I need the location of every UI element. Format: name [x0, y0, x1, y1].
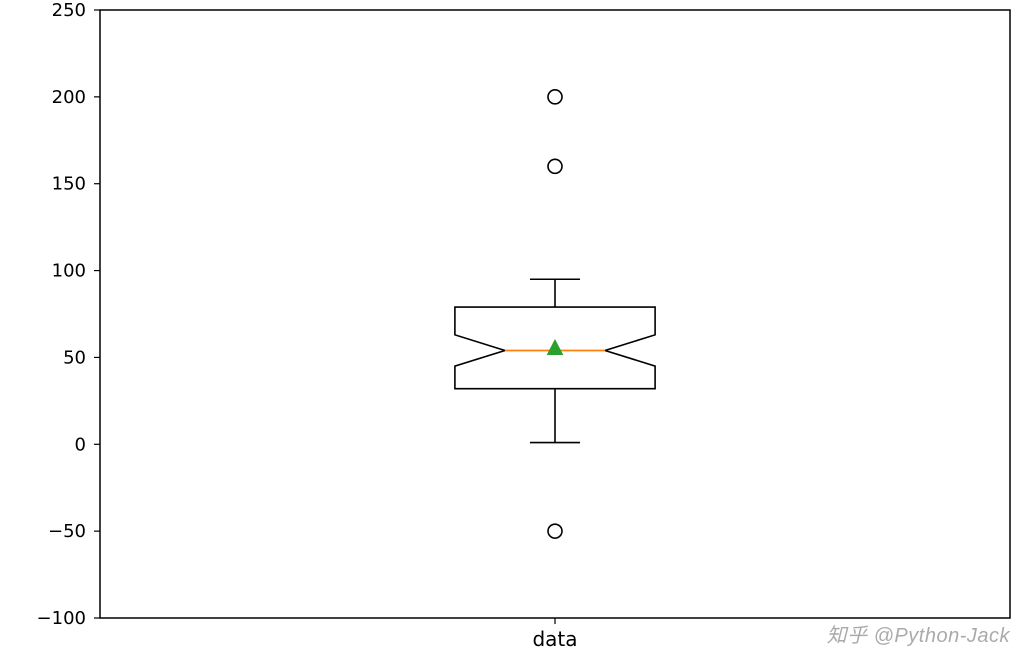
boxplot-svg: −100 −50 0 50 100 150 200 250 data: [0, 0, 1020, 660]
outlier-marker: [548, 90, 562, 104]
y-tick-label: 100: [52, 261, 86, 282]
mean-marker: [548, 340, 563, 354]
outlier-marker: [548, 524, 562, 538]
y-tick-label: 200: [52, 87, 86, 108]
x-tick-label: data: [532, 627, 577, 651]
axes-frame: [100, 10, 1010, 618]
y-tick-label: −50: [48, 521, 86, 542]
figure: −100−50050100150200250data 知乎 @Python-Ja…: [0, 0, 1020, 660]
outlier-marker: [548, 159, 562, 173]
y-tick-label: −100: [37, 608, 86, 629]
y-tick-label: 50: [63, 347, 86, 368]
y-tick-label: 250: [52, 0, 86, 21]
y-tick-label: 150: [52, 174, 86, 195]
y-tick-label: 0: [75, 434, 86, 455]
